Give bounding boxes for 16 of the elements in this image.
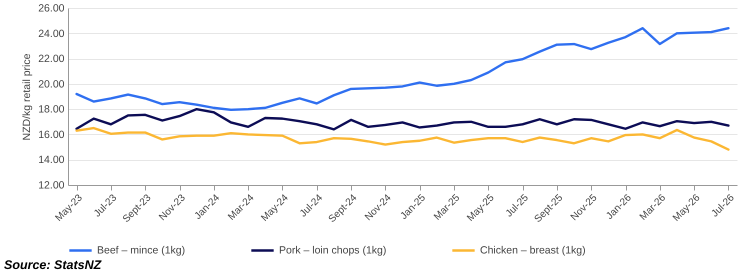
- line-series: [75, 108, 730, 131]
- legend-label: Beef – mince (1kg): [97, 244, 186, 256]
- legend-label: Chicken – breast (1kg): [480, 244, 586, 256]
- y-axis-title: NZD/kg retail price: [21, 53, 34, 140]
- line-series: [75, 126, 730, 151]
- source-note: Source: StatsNZ: [4, 258, 102, 272]
- y-tick-label: 12.00: [38, 180, 65, 192]
- y-tick-label: 22.00: [38, 53, 65, 66]
- y-tick-label: 16.00: [38, 128, 65, 141]
- line-series: [75, 27, 730, 111]
- y-tick-label: 14.00: [38, 154, 65, 166]
- y-tick-label: 26.00: [38, 2, 65, 14]
- y-tick-label: 20.00: [38, 78, 65, 90]
- legend-label: Pork – loin chops (1kg): [279, 244, 386, 256]
- y-tick-label: 24.00: [38, 28, 65, 40]
- y-tick-label: 18.00: [38, 104, 65, 116]
